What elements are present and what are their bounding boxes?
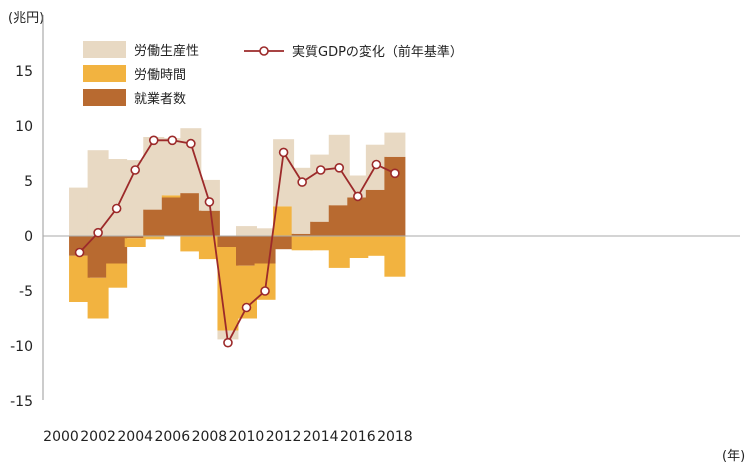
gdp-point-2002 (93, 227, 103, 238)
bar-労働生産性-2006 (161, 138, 183, 196)
x-axis-ticks: 2000 2002 2004 2006 2008 2010 2012 2014 2016 2018 (43, 429, 413, 445)
gdp-point-2010 (241, 302, 252, 313)
bar-就業者数-2006 (161, 197, 183, 236)
bar-労働生産性-2010 (236, 226, 257, 236)
gdp-point-2017 (371, 159, 382, 170)
y-axis-label: (兆円) (8, 11, 44, 26)
x-tick-label: 2010 (229, 429, 265, 445)
bar-労働時間-2011 (254, 263, 276, 300)
gdp-point-2016 (352, 191, 363, 202)
bar-労働時間-2015 (328, 236, 350, 268)
y-tick-label: 0 (24, 229, 33, 245)
bar-就業者数-2013 (291, 233, 313, 236)
x-axis-label: (年) (722, 449, 745, 464)
bar-就業者数-2017 (365, 189, 387, 236)
bar-労働時間-2007 (180, 236, 202, 252)
bar-労働時間-2002 (87, 277, 109, 319)
bar-労働時間-2016 (347, 236, 369, 258)
bar-就業者数-2002 (87, 236, 109, 278)
gdp-point-2008 (204, 197, 215, 207)
bar-就業者数-2018 (384, 156, 406, 236)
bar-労働生産性-2016 (347, 175, 369, 198)
bar-就業者数-2016 (347, 197, 369, 236)
bar-就業者数-2015 (328, 205, 350, 236)
bar-労働生産性-2014 (310, 154, 332, 222)
bar-労働生産性-2005 (143, 137, 165, 210)
x-tick-label: 2016 (340, 429, 376, 445)
bar-就業者数-2008 (198, 210, 220, 236)
x-tick-label: 2012 (266, 429, 302, 445)
legend-swatch-就業者数 (83, 89, 126, 106)
bar-就業者数-2004 (124, 236, 146, 239)
bar-労働生産性-2018 (384, 132, 406, 157)
bar-労働時間-2013 (291, 236, 313, 251)
x-tick-label: 2006 (154, 429, 190, 445)
gdp-point-2009 (223, 337, 233, 348)
gdp-point-2011 (260, 286, 270, 296)
x-tick-label: 2000 (43, 429, 79, 445)
legend-label-労働生産性: 労働生産性 (134, 43, 199, 59)
bar-就業者数-2010 (236, 236, 257, 266)
gdp-point-2012 (278, 147, 289, 158)
legend-swatch-労働生産性 (83, 41, 126, 58)
y-tick-label: -10 (10, 339, 33, 355)
gdp-point-2004 (130, 165, 140, 175)
legend-label-労働時間: 労働時間 (134, 68, 186, 83)
y-tick-label: -5 (19, 284, 33, 300)
y-tick-label: -15 (10, 394, 33, 410)
gdp-point-2015 (334, 163, 345, 173)
x-tick-label: 2002 (80, 429, 116, 445)
y-axis-ticks: 15 10 5 0 -5 -10 -15 (10, 64, 33, 410)
bar-労働時間-2001 (69, 255, 91, 302)
bar-労働生産性-2007 (180, 128, 202, 194)
legend-line-marker (259, 46, 269, 56)
bar-労働時間-2018 (384, 236, 406, 277)
bar-就業者数-2007 (180, 193, 202, 236)
gdp-point-2006 (167, 135, 178, 146)
legend-label-gdp: 実質GDPの変化（前年基準） (292, 44, 463, 60)
bars (69, 128, 406, 340)
bar-労働時間-2005 (143, 236, 165, 240)
x-tick-label: 2018 (377, 429, 413, 445)
bar-労働時間-2004 (124, 238, 146, 247)
bar-就業者数-2001 (69, 236, 91, 256)
bar-就業者数-2014 (310, 221, 332, 236)
legend-label-就業者数: 就業者数 (134, 91, 186, 107)
bar-労働生産性-2011 (254, 228, 276, 236)
x-tick-label: 2004 (117, 429, 153, 445)
bar-労働時間-2010 (236, 265, 257, 319)
bar-労働生産性-2013 (291, 167, 313, 234)
bar-労働時間-2012 (273, 206, 295, 236)
y-tick-label: 15 (15, 64, 33, 80)
y-tick-label: 5 (24, 174, 33, 190)
bar-労働生産性-2009 (217, 330, 239, 340)
bar-労働時間-2003 (106, 263, 128, 288)
bar-労働生産性-2001 (69, 187, 91, 236)
gdp-point-2018 (390, 168, 400, 179)
gdp-line-series (74, 135, 400, 348)
bar-労働時間-2014 (310, 236, 332, 251)
bar-労働生産性-2003 (106, 159, 128, 236)
bar-就業者数-2009 (217, 236, 239, 247)
gdp-point-2007 (186, 138, 196, 149)
bar-就業者数-2003 (106, 236, 128, 264)
gdp-point-2013 (297, 177, 307, 187)
x-tick-label: 2008 (192, 429, 228, 445)
bar-就業者数-2012 (273, 236, 295, 250)
gdp-point-2001 (74, 247, 85, 258)
gdp-point-2005 (148, 135, 159, 146)
gdp-point-2014 (315, 165, 326, 175)
bar-労働時間-2006 (161, 195, 183, 198)
bar-就業者数-2005 (143, 209, 165, 236)
legend-swatch-労働時間 (83, 65, 126, 82)
bar-労働生産性-2002 (87, 150, 109, 236)
bar-労働時間-2017 (365, 236, 387, 256)
gdp-point-2003 (111, 203, 122, 214)
x-tick-label: 2014 (303, 429, 339, 445)
y-tick-label: 10 (15, 119, 33, 135)
gdp-line (78, 139, 396, 346)
